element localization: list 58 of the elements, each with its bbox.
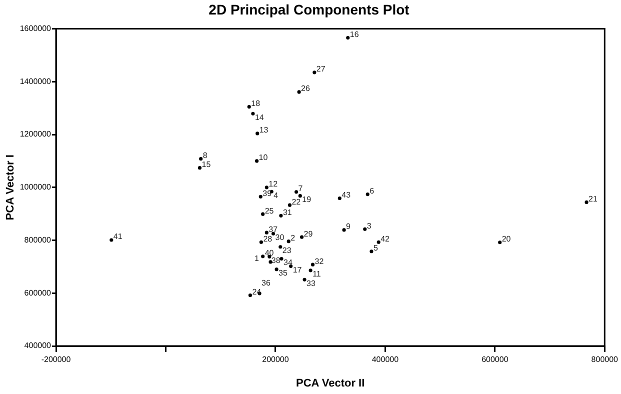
annotation: 2 (290, 234, 296, 243)
annotation: 13 (259, 126, 269, 135)
annotation: 8 (202, 151, 208, 160)
annotation: 35 (278, 268, 288, 278)
annotation: 7 (298, 184, 304, 194)
annotation: 19 (302, 195, 312, 204)
annotation: 27 (316, 64, 326, 74)
y-tick-label: 1400000 (20, 76, 52, 86)
annotation: 24 (252, 287, 262, 296)
annotation: 37 (268, 224, 278, 234)
annotation: 33 (306, 278, 316, 288)
annotation: 5 (373, 244, 378, 253)
x-tick-label: -200000 (41, 355, 72, 364)
annotation: 10 (258, 153, 268, 162)
annotation: 25 (264, 206, 274, 216)
annotation: 39 (262, 188, 272, 198)
annotation: 6 (370, 186, 375, 196)
annotation: 38 (271, 256, 281, 265)
annotation: 18 (251, 98, 261, 108)
annotation: 28 (263, 234, 273, 244)
annotation: 1 (254, 254, 260, 264)
annotation: 30 (275, 232, 285, 242)
annotation: 22 (292, 197, 302, 206)
annotation: 3 (366, 221, 372, 230)
annotation: 29 (304, 229, 314, 238)
chart-title: 2D Principal Components Plot (208, 1, 410, 18)
annotation: 16 (350, 30, 360, 39)
annotation: 14 (254, 112, 264, 122)
annotation: 36 (262, 278, 271, 288)
annotation: 34 (283, 258, 293, 267)
annotation: 32 (314, 256, 324, 266)
x-axis-title: PCA Vector II (296, 377, 365, 390)
y-tick-label: 1200000 (20, 130, 52, 139)
annotation: 9 (346, 222, 352, 232)
annotation: 21 (588, 194, 598, 204)
annotation: 20 (502, 234, 512, 244)
annotation: 17 (292, 265, 302, 274)
annotation: 11 (312, 270, 322, 279)
x-tick-label: 200000 (262, 355, 290, 364)
annotation: 31 (282, 208, 292, 217)
y-tick-label: 1000000 (20, 182, 52, 192)
annotation: 12 (268, 180, 278, 189)
annotation: 26 (301, 84, 310, 94)
y-tick-label: 400000 (24, 341, 52, 350)
annotation: 40 (264, 248, 274, 258)
x-tick-label: 400000 (372, 355, 400, 364)
annotation: 23 (282, 246, 292, 256)
y-axis-title: PCA Vector I (4, 154, 17, 220)
y-tick-label: 1600000 (20, 24, 52, 34)
y-tick-label: 600000 (24, 288, 52, 298)
annotation: 15 (202, 160, 212, 170)
x-tick-label: 600000 (482, 355, 509, 364)
annotation: 43 (342, 190, 352, 200)
x-tick-label: 800000 (591, 355, 619, 364)
annotation: 4 (274, 190, 279, 200)
annotation: 42 (380, 234, 390, 244)
y-tick-label: 800000 (24, 235, 52, 244)
annotation: 41 (113, 232, 123, 242)
